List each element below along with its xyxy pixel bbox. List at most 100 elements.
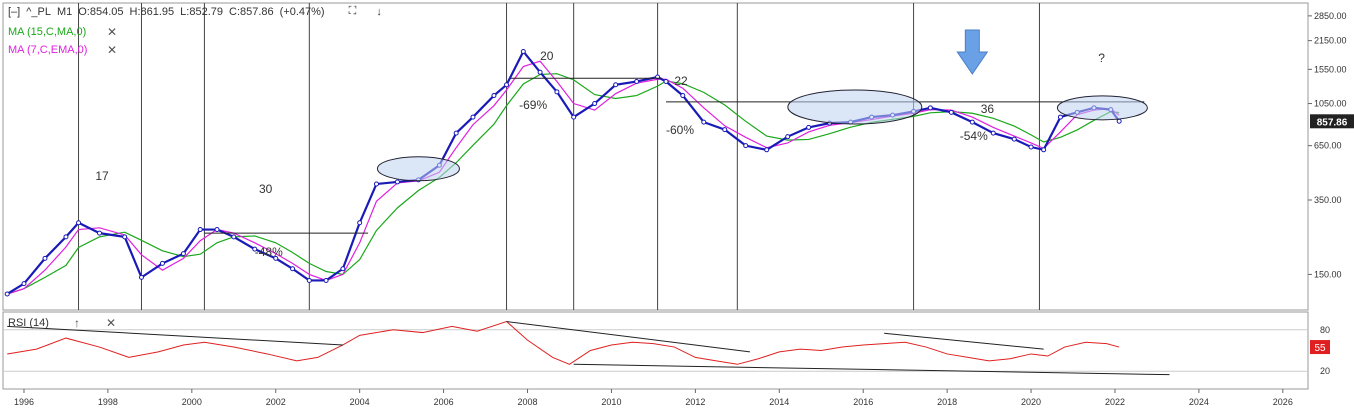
close-icon[interactable]: ✕ <box>106 316 117 330</box>
annotation-label: -60% <box>666 123 694 137</box>
close-value: C:857.86 <box>229 5 274 18</box>
price-point <box>470 114 476 120</box>
price-point <box>634 78 640 84</box>
price-point <box>138 274 144 280</box>
price-point <box>273 255 279 261</box>
up-arrow-icon[interactable]: ↑ <box>74 316 80 330</box>
ohlc-header: [–] ^_PL M1 O:854.05 H:861.95 L:852.79 C… <box>8 5 382 18</box>
price-point <box>571 114 577 120</box>
x-tick-label: 2008 <box>518 397 538 407</box>
price-point <box>1057 114 1063 120</box>
collapse-toggle[interactable]: [–] <box>8 5 21 18</box>
price-point <box>504 82 510 88</box>
consolidation-ellipse <box>376 156 460 182</box>
y-tick-label: 1550.00 <box>1314 64 1347 74</box>
price-point <box>21 281 27 287</box>
close-icon[interactable]: ✕ <box>107 43 118 57</box>
x-tick-label: 2000 <box>182 397 202 407</box>
rsi-pane-frame <box>2 311 1309 390</box>
price-point <box>197 227 203 233</box>
close-icon[interactable]: ✕ <box>107 25 118 39</box>
annotation-label: ? <box>1098 51 1105 65</box>
x-tick-label: 2024 <box>1189 397 1209 407</box>
x-tick-label: 2014 <box>769 397 789 407</box>
y-tick-label: 2850.00 <box>1314 11 1347 21</box>
timeframe-label: M1 <box>56 5 73 18</box>
price-point <box>323 277 329 283</box>
price-point <box>990 130 996 136</box>
y-tick-label: 1050.00 <box>1314 99 1347 109</box>
price-point <box>785 134 791 140</box>
annotation-label: 22 <box>674 74 688 88</box>
symbol-label: ^_PL <box>26 5 51 18</box>
price-badge: 857.86 <box>1317 117 1348 128</box>
high-value: H:861.95 <box>129 5 175 18</box>
y-tick-label: 150.00 <box>1314 269 1342 279</box>
consolidation-ellipse <box>1056 95 1148 121</box>
price-point <box>663 78 669 84</box>
rsi-label[interactable]: RSI (14) <box>8 317 49 329</box>
price-point <box>1011 136 1017 142</box>
price-point <box>63 234 69 240</box>
price-point <box>4 291 10 297</box>
price-point <box>306 277 312 283</box>
price-point <box>394 179 400 185</box>
open-value: O:854.05 <box>78 5 124 18</box>
price-point <box>1116 118 1122 124</box>
rsi-badge-bg <box>1310 340 1330 355</box>
x-tick-label: 2004 <box>350 397 370 407</box>
price-series-line <box>6 49 1121 295</box>
x-tick-label: 2002 <box>266 397 286 407</box>
x-tick-label: 2016 <box>853 397 873 407</box>
price-point <box>373 181 379 187</box>
ma1-label[interactable]: MA (15,C,MA,0) <box>8 26 87 38</box>
price-point <box>76 220 82 226</box>
price-point <box>592 101 598 107</box>
x-tick-label: 2006 <box>434 397 454 407</box>
ma15-line <box>7 73 1120 295</box>
price-point <box>252 246 258 252</box>
rsi-line <box>7 320 1120 365</box>
price-point <box>42 255 48 261</box>
annotation-label: 30 <box>259 182 273 196</box>
x-tick-label: 2022 <box>1105 397 1125 407</box>
price-point <box>214 227 220 233</box>
annotation-label: -69% <box>519 98 547 112</box>
down-arrow-icon[interactable]: ↓ <box>376 5 382 18</box>
price-point <box>357 220 363 226</box>
price-point <box>764 147 770 153</box>
ma2-label[interactable]: MA (7,C,EMA,0) <box>8 44 88 56</box>
price-point <box>806 124 812 130</box>
rsi-tick-label: 20 <box>1320 366 1330 376</box>
rsi-trendline <box>573 363 1170 376</box>
price-point <box>554 89 560 95</box>
price-point <box>743 143 749 149</box>
annotation-label: 36 <box>981 102 995 116</box>
price-point <box>520 48 526 54</box>
x-tick-label: 2018 <box>937 397 957 407</box>
price-point <box>722 127 728 133</box>
rsi-badge: 55 <box>1314 343 1326 354</box>
x-tick-label: 1996 <box>14 397 34 407</box>
price-point <box>180 251 186 257</box>
rsi-trendline <box>7 325 343 346</box>
rsi-trendline <box>884 332 1044 350</box>
rsi-tick-label: 80 <box>1320 325 1330 335</box>
price-point <box>1041 147 1047 153</box>
price-point <box>97 230 103 236</box>
price-point <box>231 234 237 240</box>
price-point <box>948 109 954 115</box>
low-value: L:852.79 <box>180 5 223 18</box>
annotation-label: 20 <box>540 49 554 63</box>
price-point <box>701 119 707 125</box>
consolidation-ellipse <box>787 89 923 125</box>
expand-icon[interactable]: ⛶ <box>348 5 357 17</box>
y-tick-label: 2150.00 <box>1314 36 1347 46</box>
x-tick-label: 2026 <box>1273 397 1293 407</box>
price-point <box>491 93 497 99</box>
x-tick-label: 2012 <box>685 397 705 407</box>
rsi-trendline <box>506 321 750 353</box>
down-arrow-marker <box>956 29 989 75</box>
annotation-label: 17 <box>95 169 109 183</box>
